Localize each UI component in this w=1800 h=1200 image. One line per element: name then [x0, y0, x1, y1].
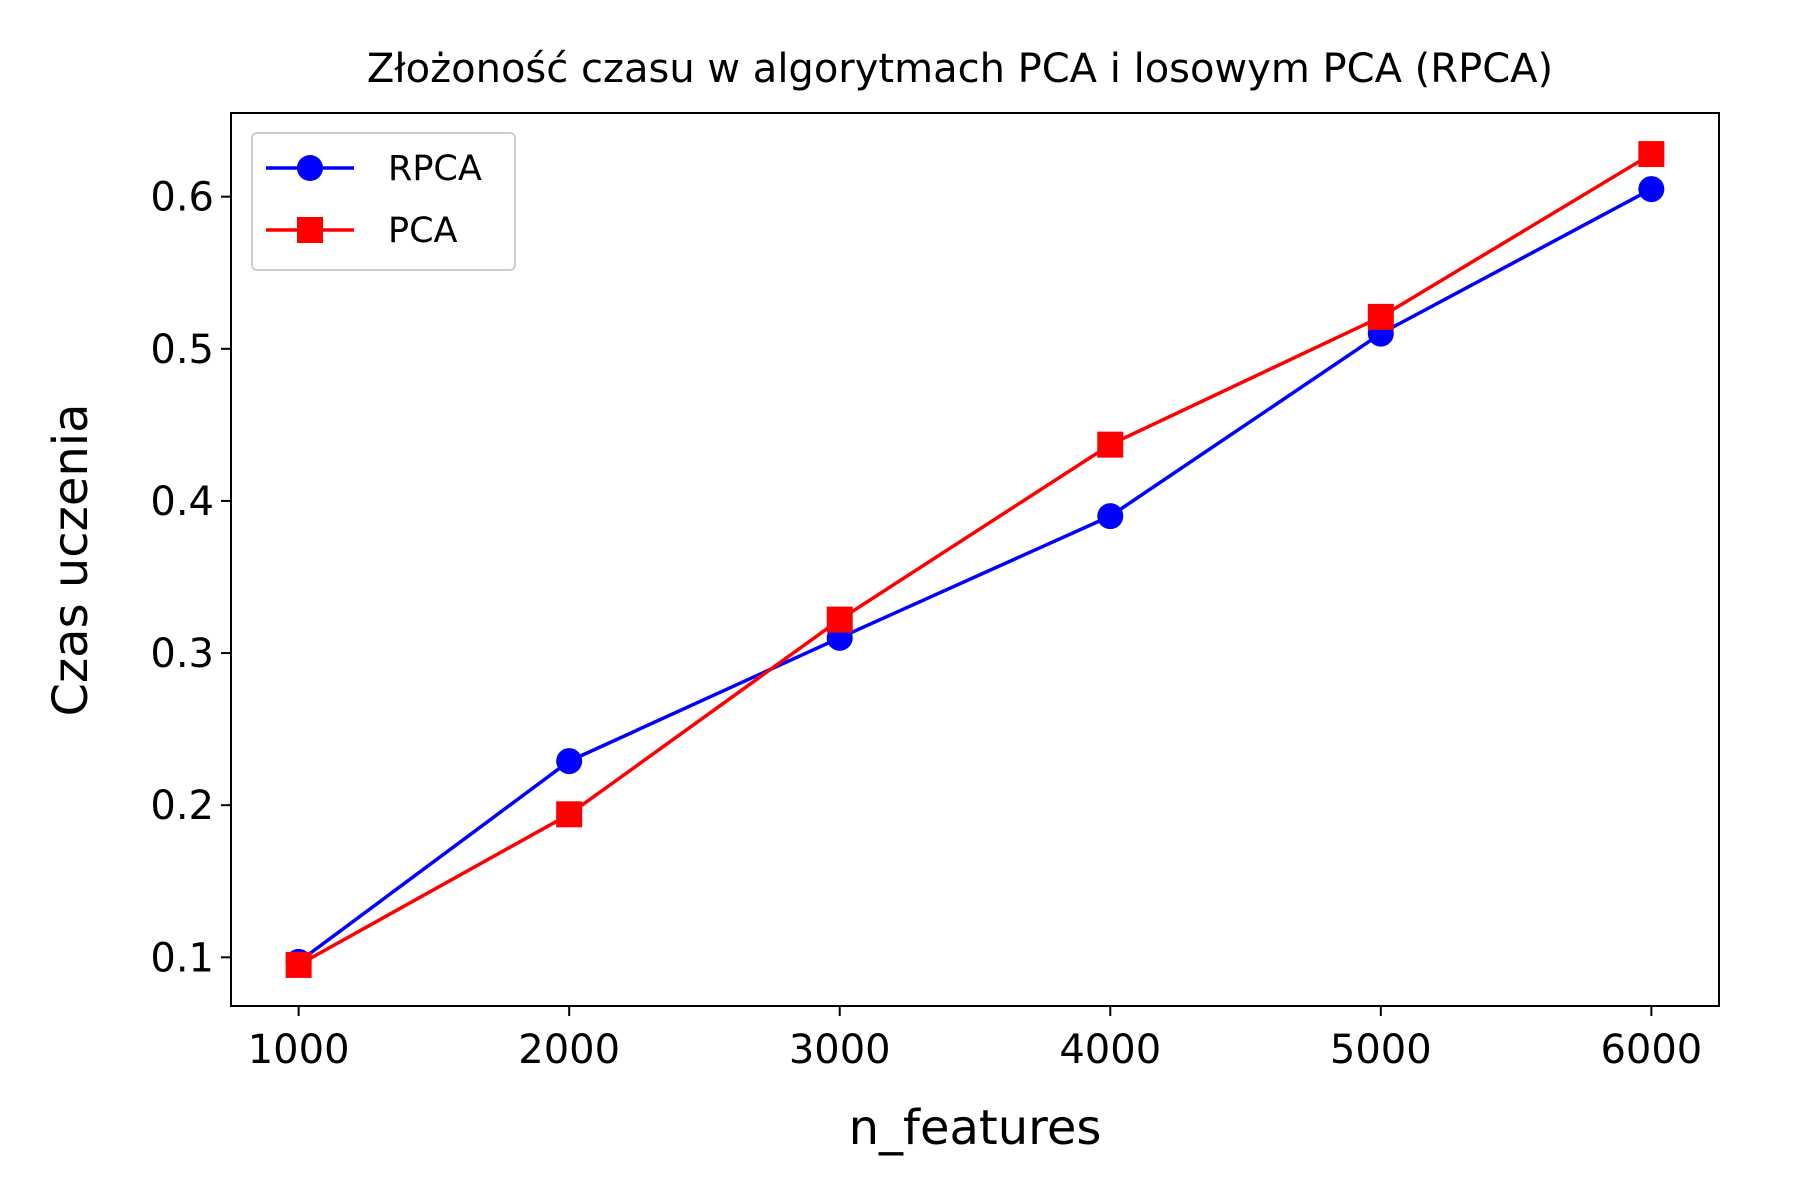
x-tick-label: 6000	[1600, 1027, 1702, 1073]
y-axis-label: Czas uczenia	[43, 403, 99, 716]
legend-marker-rpca	[297, 155, 323, 181]
y-tick-label: 0.2	[150, 783, 214, 829]
y-tick-label: 0.3	[150, 631, 214, 677]
x-axis-label: n_features	[849, 1100, 1102, 1156]
pca-line	[296, 152, 1654, 967]
legend-label-pca: PCA	[388, 211, 458, 251]
rpca-line	[296, 187, 1654, 964]
legend-label-rpca: RPCA	[388, 149, 482, 189]
legend-item-rpca: RPCA	[266, 149, 482, 189]
pca-point	[1367, 303, 1394, 330]
pca-point	[826, 606, 853, 633]
y-tick-label: 0.1	[150, 935, 214, 981]
pca-point	[556, 801, 583, 828]
x-tick-label: 3000	[789, 1027, 891, 1073]
plot-area	[285, 141, 1665, 978]
rpca-point	[1638, 176, 1665, 203]
x-axis-ticks: 1000 2000 3000 4000 5000 6000	[248, 1006, 1702, 1073]
series-pca	[285, 141, 1665, 978]
x-tick-label: 4000	[1059, 1027, 1161, 1073]
plot-frame	[230, 112, 1720, 1007]
pca-point	[1097, 431, 1124, 458]
chart-title: Złożoność czasu w algorytmach PCA i loso…	[367, 46, 1553, 92]
legend: RPCA PCA	[251, 132, 516, 271]
pca-point	[1638, 141, 1665, 168]
rpca-point	[1097, 503, 1124, 530]
pca-point	[285, 951, 312, 978]
y-axis-ticks: 0.1 0.2 0.3 0.4 0.5 0.6	[150, 175, 231, 981]
x-tick-label: 2000	[518, 1027, 620, 1073]
x-tick-label: 5000	[1330, 1027, 1432, 1073]
legend-item-pca: PCA	[266, 211, 458, 251]
x-tick-label: 1000	[248, 1027, 350, 1073]
y-tick-label: 0.6	[150, 175, 214, 221]
y-tick-label: 0.5	[150, 327, 214, 373]
legend-marker-pca	[297, 217, 323, 243]
rpca-point	[556, 748, 583, 775]
y-tick-label: 0.4	[150, 479, 214, 525]
